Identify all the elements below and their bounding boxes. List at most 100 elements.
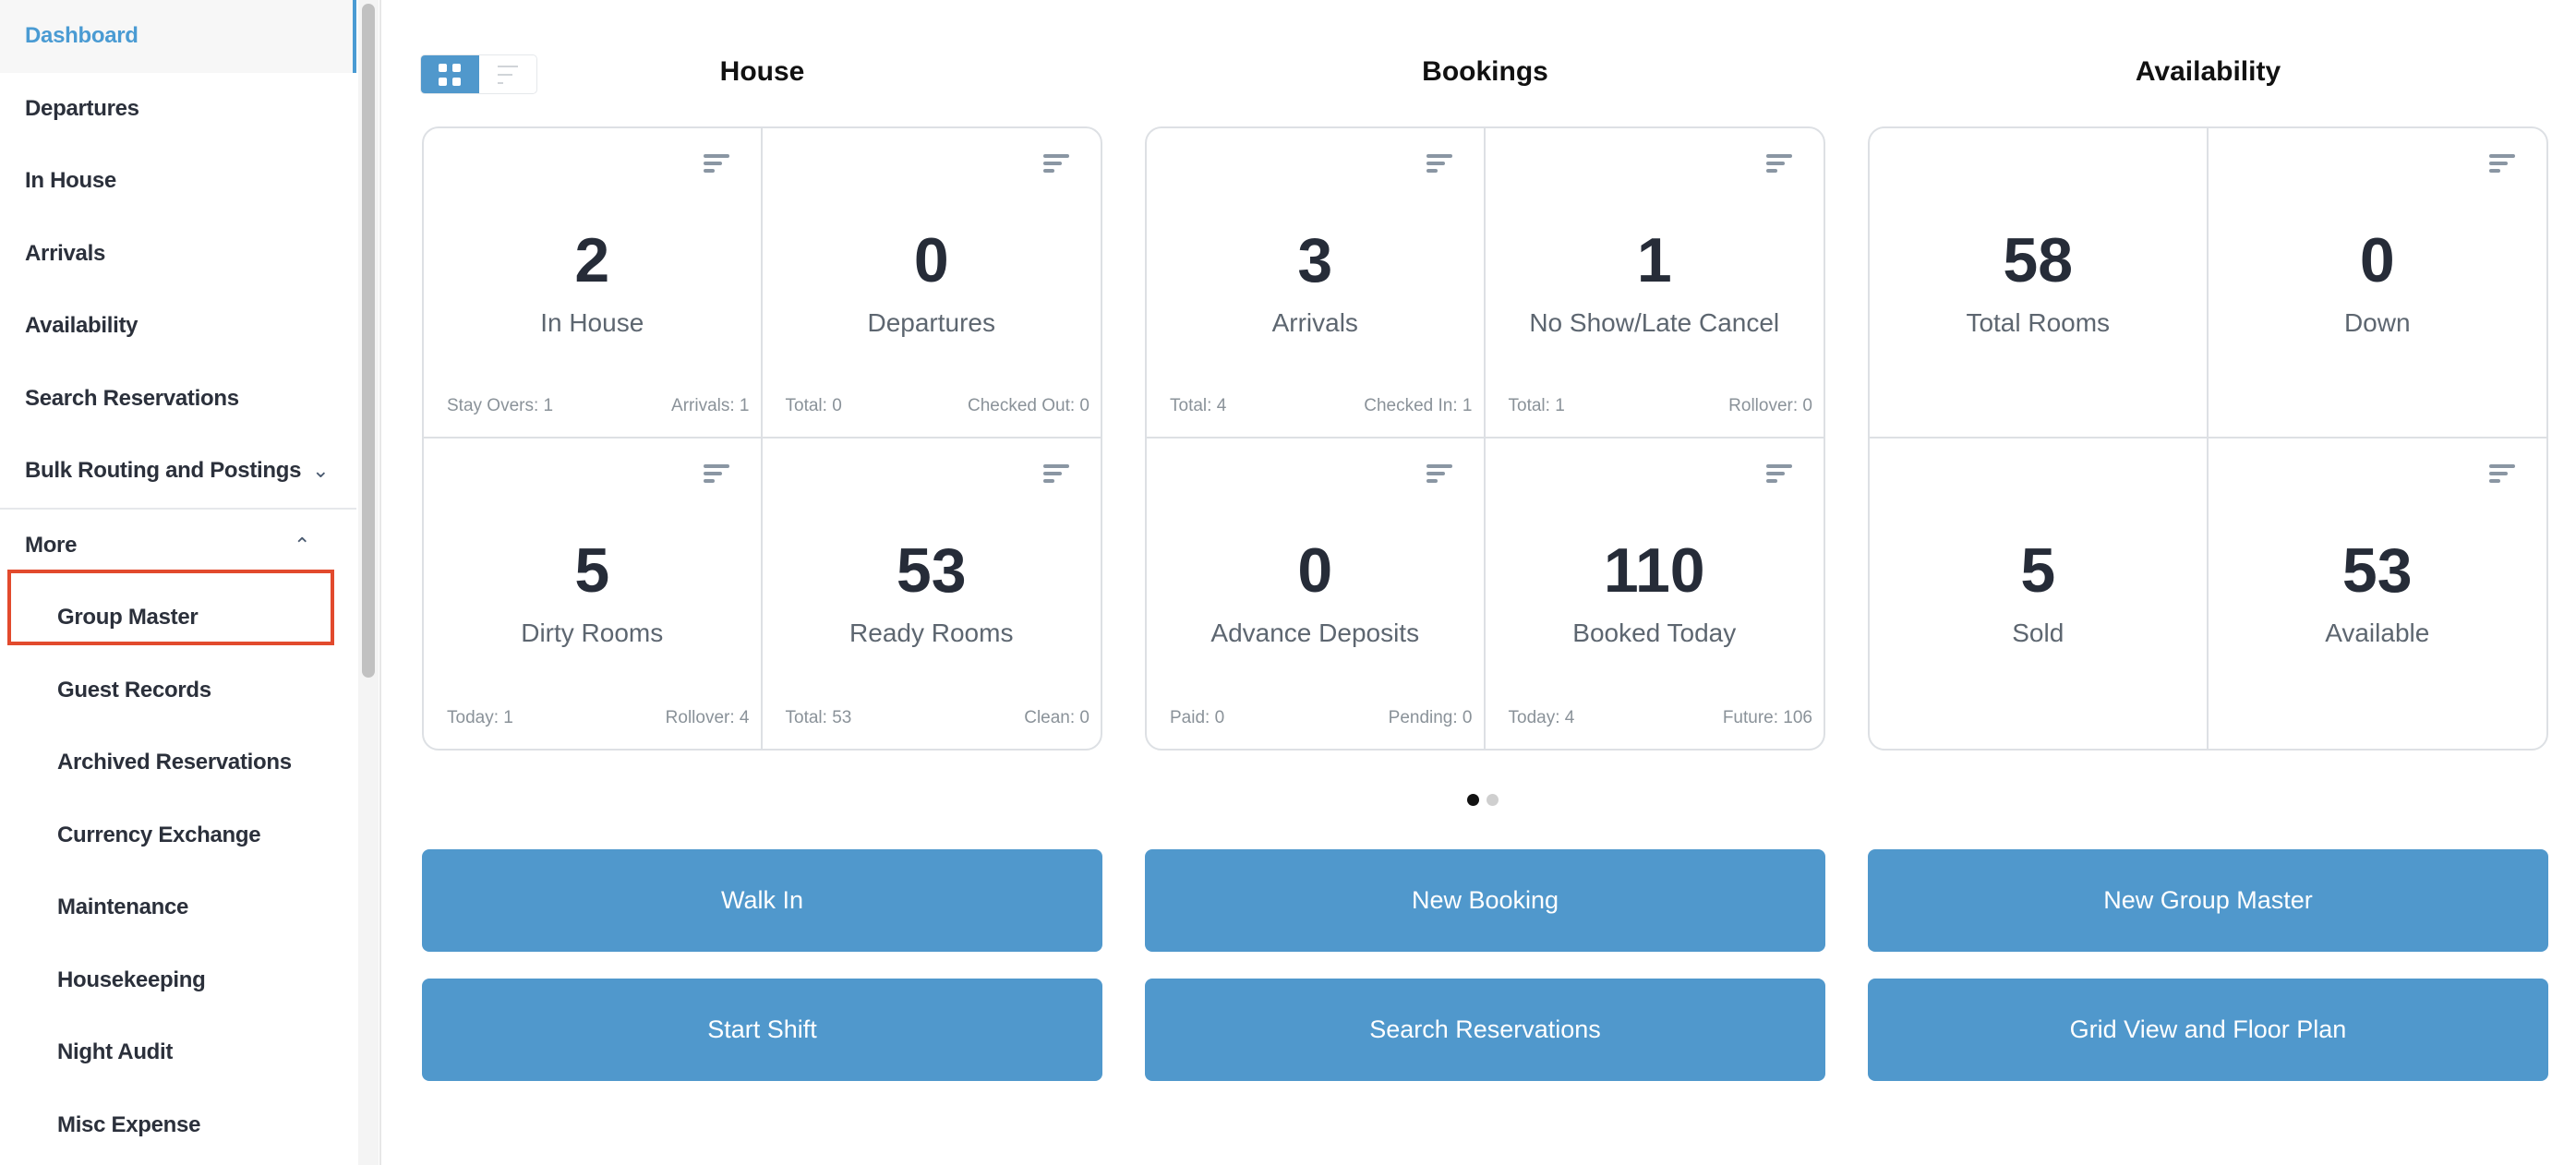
sidebar-item-label: Misc Expense	[57, 1111, 201, 1137]
stat-tile[interactable]: 110 Booked Today Today: 4 Future: 106	[1486, 438, 1824, 749]
sidebar-item-label: In House	[25, 168, 116, 194]
section-title: Bookings	[1422, 56, 1548, 87]
stat-footer-right: Rollover: 0	[1728, 396, 1812, 415]
stat-tile[interactable]: 58 Total Rooms	[1870, 128, 2209, 438]
section-title: House	[719, 56, 805, 87]
tile-menu-icon[interactable]	[2489, 464, 2515, 483]
tile-menu-icon[interactable]	[703, 464, 729, 483]
new-booking-button[interactable]: New Booking	[1145, 849, 1825, 952]
sidebar-item-night-audit[interactable]: Night Audit	[0, 1016, 356, 1089]
sidebar-item-group-master[interactable]: Group Master	[0, 582, 356, 655]
stat-tile[interactable]: 0 Down	[2208, 128, 2546, 438]
new-group-master-button[interactable]: New Group Master	[1868, 849, 2548, 952]
sidebar-item-archived-reservations[interactable]: Archived Reservations	[0, 727, 356, 799]
sidebar-item-housekeeping[interactable]: Housekeeping	[0, 944, 356, 1017]
stat-tile[interactable]: 2 In House Stay Overs: 1 Arrivals: 1	[424, 128, 763, 438]
stat-label: Advance Deposits	[1210, 619, 1420, 647]
tile-menu-icon[interactable]	[1043, 464, 1069, 483]
grid-view-button[interactable]	[421, 55, 479, 93]
sidebar-item-label: Maintenance	[57, 895, 189, 920]
sidebar-item-label: Housekeeping	[57, 967, 206, 992]
stat-tile[interactable]: 53 Ready Rooms Total: 53 Clean: 0	[763, 438, 1101, 749]
stat-label: Down	[2343, 308, 2411, 337]
carousel-dot[interactable]	[1487, 794, 1499, 806]
stat-footer-left: Total: 1	[1508, 396, 1565, 415]
stat-label: Available	[2325, 619, 2430, 647]
search-reservations-button[interactable]: Search Reservations	[1145, 979, 1825, 1081]
stat-label: Dirty Rooms	[521, 619, 664, 647]
section-house: House 2 In House Stay Overs: 1 Arrivals: 1 0 D…	[422, 56, 1102, 751]
stat-footer-right: Rollover: 4	[665, 708, 750, 727]
stat-tile[interactable]: 1 No Show/Late Cancel Total: 1 Rollover: 0	[1485, 128, 1824, 438]
stat-label: Total Rooms	[1966, 308, 2111, 337]
stat-value: 58	[2003, 225, 2074, 295]
stat-footer-left: Total: 53	[785, 708, 852, 727]
stat-value: 5	[574, 535, 610, 606]
sidebar-item-label: Group Master	[57, 605, 199, 631]
sidebar-item-availability[interactable]: Availability	[0, 290, 356, 363]
stats-panel: 58 Total Rooms 0 Down 5 Sold 53 Available	[1868, 126, 2548, 751]
list-icon	[497, 65, 518, 84]
chevron-up-icon: ⌃	[294, 533, 311, 557]
stat-footer-right: Clean: 0	[1024, 708, 1089, 727]
stat-value: 1	[1636, 225, 1672, 295]
carousel-dots	[1467, 794, 1499, 806]
stats-panel: 3 Arrivals Total: 4 Checked In: 1 1 No Show/L…	[1145, 126, 1825, 751]
list-view-button[interactable]	[479, 55, 537, 93]
tile-menu-icon[interactable]	[703, 154, 729, 173]
tile-menu-icon[interactable]	[1766, 154, 1792, 173]
sidebar-item-label: Bulk Routing and Postings	[25, 458, 302, 484]
tile-menu-icon[interactable]	[1426, 464, 1452, 483]
stat-tile[interactable]: 3 Arrivals Total: 4 Checked In: 1	[1147, 128, 1486, 438]
stat-tile[interactable]: 5 Sold	[1870, 438, 2209, 749]
stat-value: 2	[574, 225, 610, 295]
stat-label: Ready Rooms	[849, 619, 1014, 647]
sidebar-item-label: Guest Records	[57, 677, 211, 703]
grid-view-floor-plan-button[interactable]: Grid View and Floor Plan	[1868, 979, 2548, 1081]
carousel-dot[interactable]	[1467, 794, 1479, 806]
sidebar-divider	[0, 507, 356, 510]
section-title: Availability	[2135, 56, 2281, 87]
stat-footer-left: Paid: 0	[1170, 708, 1225, 727]
tile-menu-icon[interactable]	[1043, 154, 1069, 173]
stat-value: 53	[2341, 535, 2413, 606]
tile-menu-icon[interactable]	[1766, 464, 1792, 483]
sidebar-scrollbar-thumb[interactable]	[362, 4, 375, 678]
tile-menu-icon[interactable]	[2489, 154, 2515, 173]
section-availability: Availability 58 Total Rooms 0 Down 5 Sold 53 Ava…	[1868, 56, 2548, 751]
tile-menu-icon[interactable]	[1426, 154, 1452, 173]
stat-footer-right: Checked In: 1	[1364, 396, 1473, 415]
sidebar-item-label: Night Audit	[57, 1039, 174, 1065]
sidebar-item-dashboard[interactable]: Dashboard	[0, 0, 356, 73]
sidebar-item-arrivals[interactable]: Arrivals	[0, 218, 356, 291]
stat-value: 53	[896, 535, 967, 606]
sidebar-item-label: Departures	[25, 95, 139, 121]
walk-in-button[interactable]: Walk In	[422, 849, 1102, 952]
stat-footer-left: Total: 4	[1170, 396, 1227, 415]
start-shift-button[interactable]: Start Shift	[422, 979, 1102, 1081]
sidebar-item-guest-records[interactable]: Guest Records	[0, 655, 356, 727]
sidebar-item-departures[interactable]: Departures	[0, 73, 356, 146]
stats-panel: 2 In House Stay Overs: 1 Arrivals: 1 0 Depart…	[422, 126, 1102, 751]
sidebar-item-misc-expense[interactable]: Misc Expense	[0, 1089, 356, 1162]
sidebar-item-label: Availability	[25, 313, 138, 339]
stat-footer-right: Arrivals: 1	[671, 396, 750, 415]
stat-tile[interactable]: 0 Advance Deposits Paid: 0 Pending: 0	[1147, 438, 1486, 749]
sidebar-item-in-house[interactable]: In House	[0, 145, 356, 218]
stat-label: Sold	[2012, 619, 2064, 647]
stat-footer-left: Total: 0	[785, 396, 842, 415]
sidebar-item-search-reservations[interactable]: Search Reservations	[0, 363, 356, 436]
stat-value: 0	[913, 225, 949, 295]
stat-footer-right: Future: 106	[1722, 708, 1812, 727]
stat-value: 110	[1603, 535, 1705, 606]
sidebar-item-currency-exchange[interactable]: Currency Exchange	[0, 799, 356, 872]
sidebar-item-maintenance[interactable]: Maintenance	[0, 871, 356, 944]
stat-tile[interactable]: 53 Available	[2209, 438, 2547, 749]
stat-tile[interactable]: 0 Departures Total: 0 Checked Out: 0	[762, 128, 1101, 438]
sidebar-item-bulk-routing[interactable]: Bulk Routing and Postings ⌄	[0, 435, 356, 508]
stat-tile[interactable]: 5 Dirty Rooms Today: 1 Rollover: 4	[424, 438, 763, 749]
sidebar-item-label: Currency Exchange	[57, 822, 261, 847]
view-toggle	[420, 54, 537, 94]
sidebar-item-more[interactable]: More ⌃	[0, 510, 356, 582]
sidebar: Dashboard Departures In House Arrivals A…	[0, 0, 356, 1165]
